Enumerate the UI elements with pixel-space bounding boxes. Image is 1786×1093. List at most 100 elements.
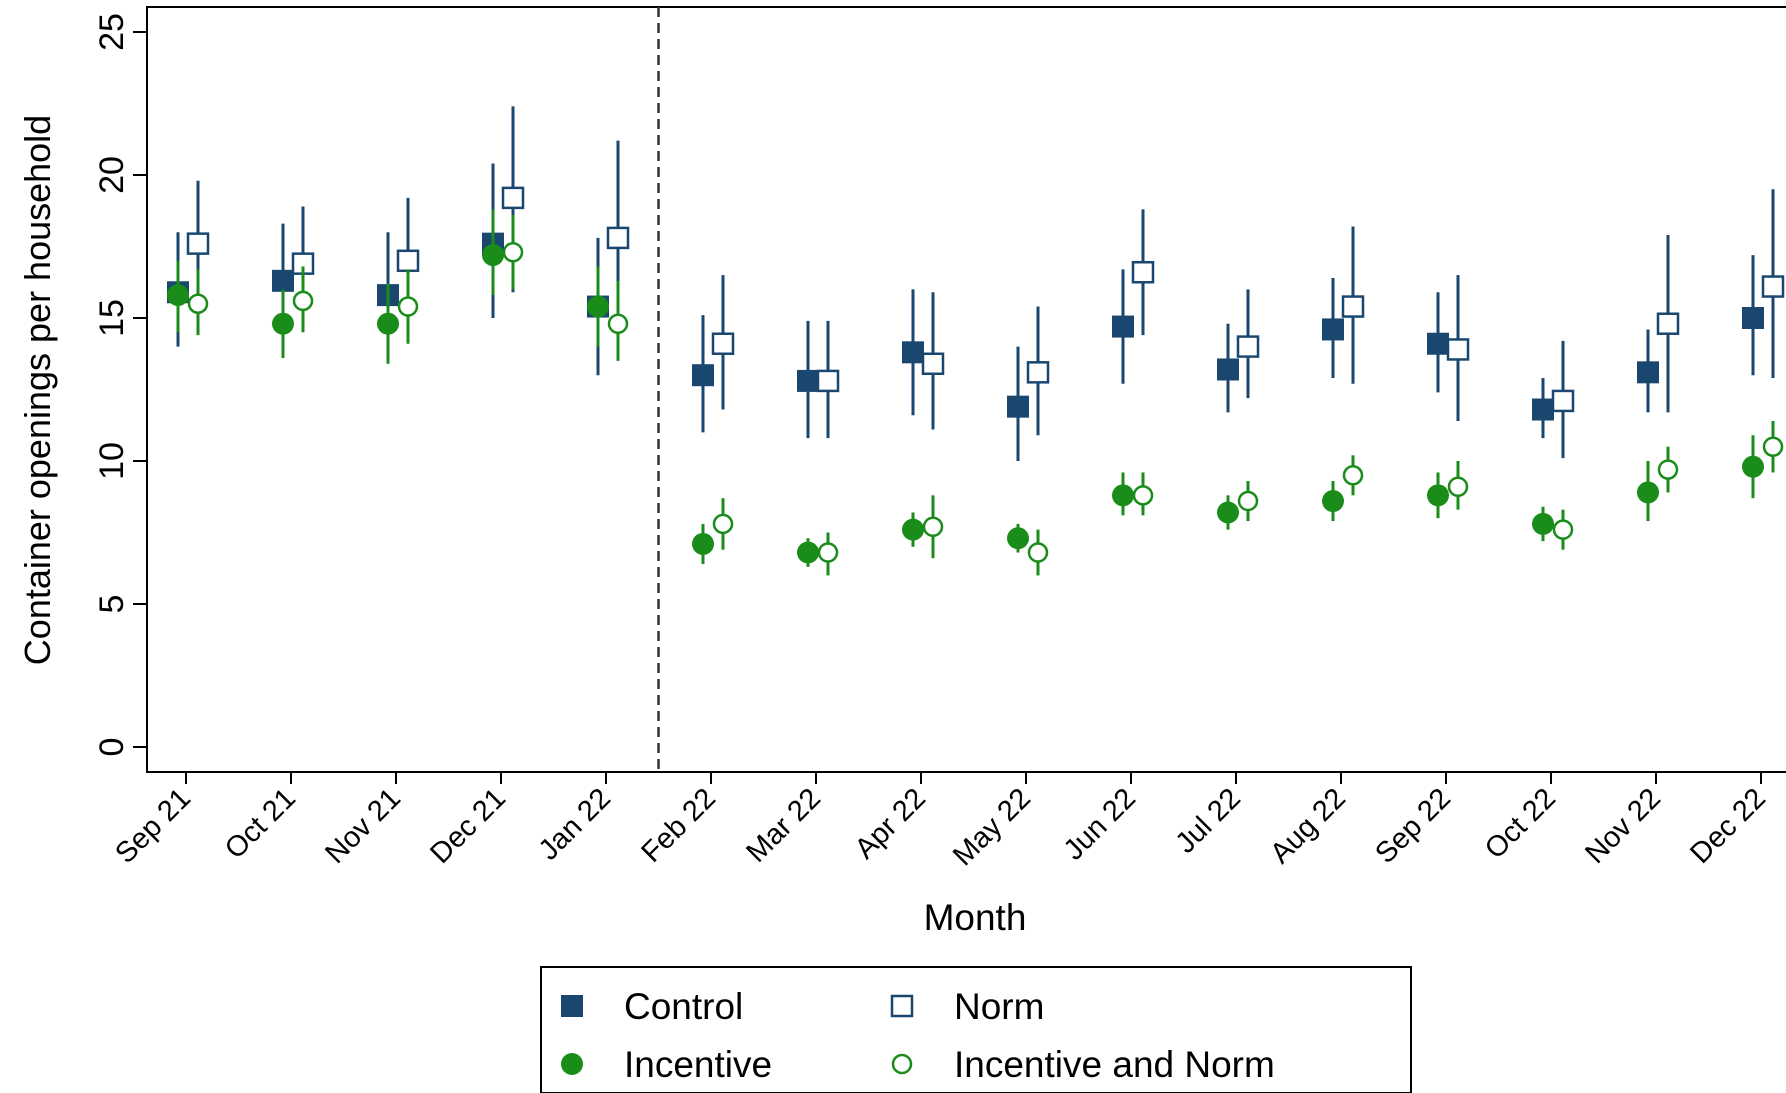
data-point — [587, 295, 609, 318]
y-tick-label: 15 — [93, 299, 131, 337]
data-point — [1427, 332, 1449, 355]
series-incentive-and-norm — [187, 215, 1784, 576]
data-point — [1761, 275, 1785, 298]
y-tick-label: 25 — [93, 13, 131, 51]
data-point — [1637, 481, 1659, 504]
data-point — [1112, 484, 1134, 507]
legend-label: Incentive — [624, 1044, 772, 1085]
data-point — [1427, 484, 1449, 507]
series-incentive — [167, 209, 1764, 567]
legend: Control Norm Incentive Incentive and Norm — [540, 966, 1412, 1093]
data-point — [1322, 318, 1344, 341]
data-point — [1742, 455, 1764, 478]
data-point — [396, 249, 420, 273]
legend-label: Control — [624, 986, 743, 1027]
data-point — [1007, 527, 1029, 550]
legend-marker — [561, 1053, 583, 1075]
data-point — [1026, 361, 1050, 384]
legend-item: Incentive and Norm — [891, 1044, 1275, 1085]
legend-label: Norm — [954, 986, 1044, 1027]
x-tick-label: May 22 — [947, 782, 1037, 872]
data-point — [501, 186, 525, 210]
y-tick-label: 0 — [93, 738, 131, 757]
data-point — [797, 541, 819, 564]
data-markers — [167, 106, 1785, 576]
legend-marker — [891, 1053, 913, 1075]
data-point — [1552, 519, 1574, 540]
data-point — [1447, 476, 1469, 497]
x-tick-label: Mar 22 — [740, 782, 826, 868]
x-tick-label: Oct 22 — [1479, 782, 1562, 865]
data-point — [1446, 338, 1470, 361]
data-point — [1007, 395, 1029, 418]
data-point — [1027, 542, 1049, 563]
x-axis: Sep 21 Oct 21 Nov 21 Dec 21 Jan 22 Feb 22 Mar … — [109, 772, 1772, 872]
x-axis-label: Month — [924, 897, 1027, 938]
data-point — [1132, 485, 1154, 506]
data-point — [1237, 490, 1259, 512]
y-axis: 0 5 10 15 20 25 — [93, 13, 147, 756]
data-point — [902, 518, 924, 541]
x-tick-label: Jun 22 — [1058, 782, 1142, 866]
x-tick-label: Sep 21 — [109, 782, 197, 870]
x-tick-label: Dec 21 — [424, 782, 512, 870]
data-point — [711, 332, 735, 355]
x-tick-label: Dec 22 — [1684, 782, 1772, 870]
legend-marker — [561, 995, 583, 1017]
x-tick-label: Nov 21 — [319, 782, 407, 870]
y-tick-label: 20 — [93, 156, 131, 194]
data-point — [167, 284, 189, 307]
data-point — [1657, 459, 1679, 480]
legend-box — [540, 966, 1412, 1093]
data-point — [606, 226, 630, 250]
data-point — [1236, 335, 1260, 358]
x-tick-label: Nov 22 — [1579, 782, 1667, 870]
data-point — [797, 369, 819, 392]
data-point — [482, 244, 504, 267]
data-point — [1217, 501, 1239, 524]
data-point — [1341, 295, 1365, 318]
legend-label: Incentive and Norm — [954, 1044, 1275, 1085]
data-point — [1742, 307, 1764, 329]
legend-marker — [890, 994, 914, 1018]
data-point — [607, 313, 629, 334]
data-point — [377, 312, 399, 335]
data-point — [272, 269, 294, 292]
data-point — [1112, 315, 1134, 338]
legend-item: Control — [561, 986, 743, 1027]
x-tick-label: Jul 22 — [1170, 782, 1247, 859]
data-point — [1656, 312, 1680, 335]
legend-item: Incentive — [561, 1044, 772, 1085]
series-norm — [186, 106, 1785, 459]
x-tick-label: Feb 22 — [635, 782, 721, 868]
data-point — [272, 312, 294, 335]
x-tick-label: Oct 21 — [219, 782, 302, 865]
data-point — [692, 364, 714, 387]
data-point — [692, 532, 714, 555]
data-point — [502, 241, 524, 263]
plot-area — [146, 6, 1786, 773]
plot-frame — [146, 6, 1786, 773]
data-point — [1322, 490, 1344, 513]
data-point — [186, 232, 210, 255]
data-point — [921, 352, 945, 376]
data-point — [1762, 436, 1784, 457]
data-point — [712, 513, 734, 535]
data-point — [1532, 398, 1554, 421]
data-point — [817, 542, 839, 563]
y-axis-label: Container openings per household — [17, 115, 58, 665]
legend-item: Norm — [890, 986, 1044, 1027]
x-tick-label: Apr 22 — [849, 782, 932, 865]
y-tick-label: 5 — [93, 595, 131, 614]
data-point — [397, 296, 419, 317]
data-point — [816, 369, 840, 393]
data-point — [1637, 361, 1659, 384]
x-tick-label: Sep 22 — [1369, 782, 1457, 870]
data-point — [1551, 389, 1575, 413]
x-tick-label: Jan 22 — [533, 782, 617, 866]
y-tick-label: 10 — [93, 442, 131, 480]
data-point — [902, 341, 924, 364]
data-point — [1532, 512, 1554, 535]
x-tick-label: Aug 22 — [1264, 782, 1352, 870]
